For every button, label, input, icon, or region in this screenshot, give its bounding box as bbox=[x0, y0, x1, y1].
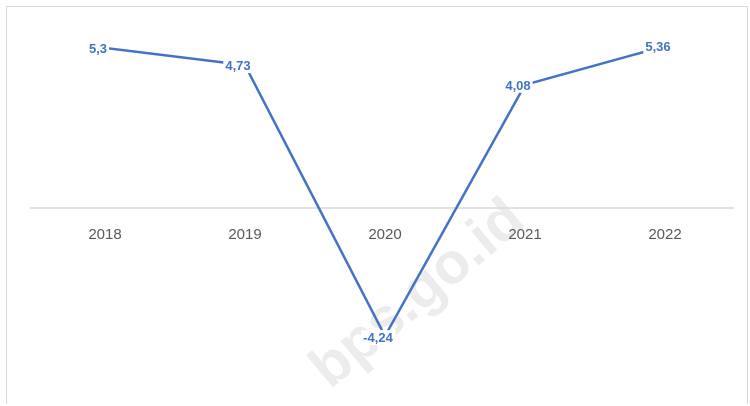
x-tick-labels: 2018 2019 2020 2021 2022 bbox=[88, 226, 681, 243]
data-label-background bbox=[503, 77, 533, 93]
data-label-background bbox=[86, 40, 110, 56]
data-label-background bbox=[223, 58, 253, 74]
x-tick-label: 2018 bbox=[88, 226, 121, 243]
data-label: 5,3 bbox=[89, 41, 107, 56]
data-label: 4,73 bbox=[225, 58, 250, 73]
data-label: 5,36 bbox=[645, 39, 670, 54]
x-tick-label: 2020 bbox=[368, 226, 401, 243]
data-label: 4,08 bbox=[505, 78, 530, 93]
data-label-background bbox=[643, 39, 673, 55]
x-tick-label: 2022 bbox=[648, 226, 681, 243]
data-label: -4,24 bbox=[363, 330, 393, 345]
data-label-background bbox=[361, 330, 396, 346]
x-tick-label: 2019 bbox=[228, 226, 261, 243]
data-labels: 5,3 4,73 -4,24 4,08 5,36 bbox=[86, 39, 673, 346]
watermark: bps.go.id bbox=[297, 184, 536, 399]
x-tick-label: 2021 bbox=[508, 226, 541, 243]
chart-frame bbox=[6, 6, 748, 404]
